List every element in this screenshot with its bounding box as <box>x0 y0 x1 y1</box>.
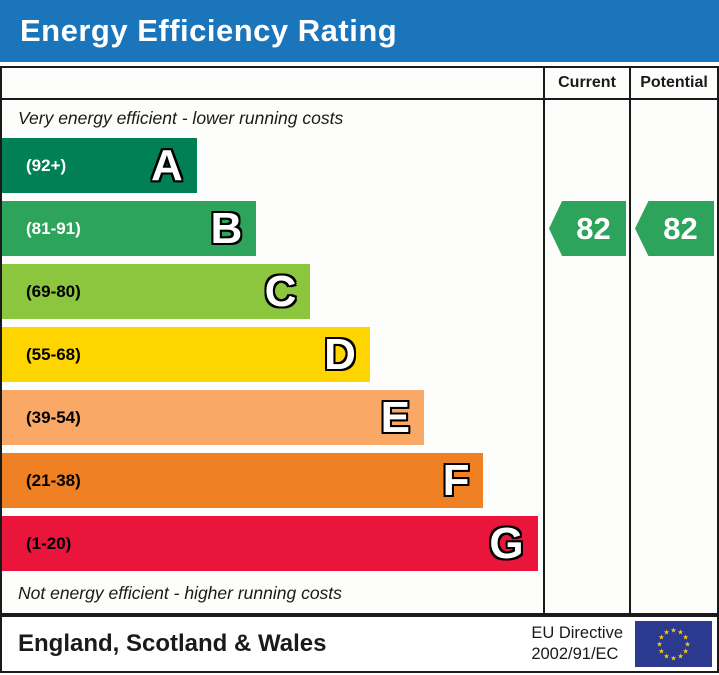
band-b-letter: B <box>210 203 243 253</box>
potential-rating-arrow: 82 <box>635 201 714 256</box>
svg-text:★: ★ <box>682 634 688 642</box>
band-g-range: (1-20) <box>26 533 72 553</box>
page-title-bar: Energy Efficiency Rating <box>0 0 719 62</box>
potential-column: 82 <box>629 100 717 613</box>
svg-text:★: ★ <box>656 641 662 649</box>
svg-text:★: ★ <box>663 628 669 636</box>
potential-label: Potential <box>640 74 708 91</box>
rating-table: Current Potential Very energy efficient … <box>0 66 719 615</box>
svg-text:★: ★ <box>682 648 688 656</box>
svg-text:★: ★ <box>677 653 683 661</box>
svg-text:★: ★ <box>670 627 676 635</box>
svg-text:★: ★ <box>684 641 690 649</box>
band-b-range: (81-91) <box>26 218 81 238</box>
band-a-range: (92+) <box>26 155 67 175</box>
band-d: (55-68) D <box>2 327 370 382</box>
band-c-letter: C <box>264 266 297 316</box>
page-title: Energy Efficiency Rating <box>20 13 398 48</box>
bands-area: Very energy efficient - lower running co… <box>2 100 543 613</box>
column-header-current: Current <box>543 68 629 100</box>
eu-directive-line2: 2002/91/EC <box>531 645 619 663</box>
band-g-letter: G <box>489 518 524 568</box>
band-g: (1-20) G <box>2 516 538 571</box>
band-a-letter: A <box>150 140 183 190</box>
footer-bar: England, Scotland & Wales EU Directive 2… <box>0 615 719 673</box>
band-list: (92+) A (81-91) B (69-80) C (55-68) D (3… <box>2 138 543 571</box>
current-rating-value: 82 <box>576 210 611 246</box>
svg-text:★: ★ <box>663 653 669 661</box>
current-rating-arrow: 82 <box>549 201 626 256</box>
band-e-range: (39-54) <box>26 407 81 427</box>
current-label: Current <box>558 74 616 91</box>
svg-text:★: ★ <box>677 628 683 636</box>
current-column: 82 <box>543 100 629 613</box>
band-d-range: (55-68) <box>26 344 81 364</box>
top-note: Very energy efficient - lower running co… <box>18 108 344 128</box>
band-b: (81-91) B <box>2 201 257 256</box>
column-header-potential: Potential <box>629 68 717 100</box>
band-a: (92+) A <box>2 138 197 193</box>
potential-rating-value: 82 <box>663 210 698 246</box>
band-e-letter: E <box>380 392 410 442</box>
eu-flag-field <box>635 621 712 667</box>
band-f-letter: F <box>442 455 470 505</box>
band-c-range: (69-80) <box>26 281 81 301</box>
eu-directive-line1: EU Directive <box>531 623 623 642</box>
bottom-note: Not energy efficient - higher running co… <box>18 583 342 603</box>
eu-flag-icon: ★ ★★★★★★★★★★★ <box>635 621 712 667</box>
header-spacer-cell <box>2 68 543 100</box>
band-f-range: (21-38) <box>26 470 81 490</box>
region-label: England, Scotland & Wales <box>18 630 327 657</box>
eu-flag-stars: ★ ★★★★★★★★★★★ <box>656 627 690 663</box>
band-c: (69-80) C <box>2 264 311 319</box>
svg-text:★: ★ <box>670 655 676 663</box>
svg-text:★: ★ <box>658 648 664 656</box>
svg-text:★: ★ <box>658 634 664 642</box>
eu-directive-text: EU Directive 2002/91/EC <box>531 623 623 666</box>
band-d-letter: D <box>324 329 356 379</box>
band-e: (39-54) E <box>2 390 424 445</box>
band-f: (21-38) F <box>2 453 484 508</box>
